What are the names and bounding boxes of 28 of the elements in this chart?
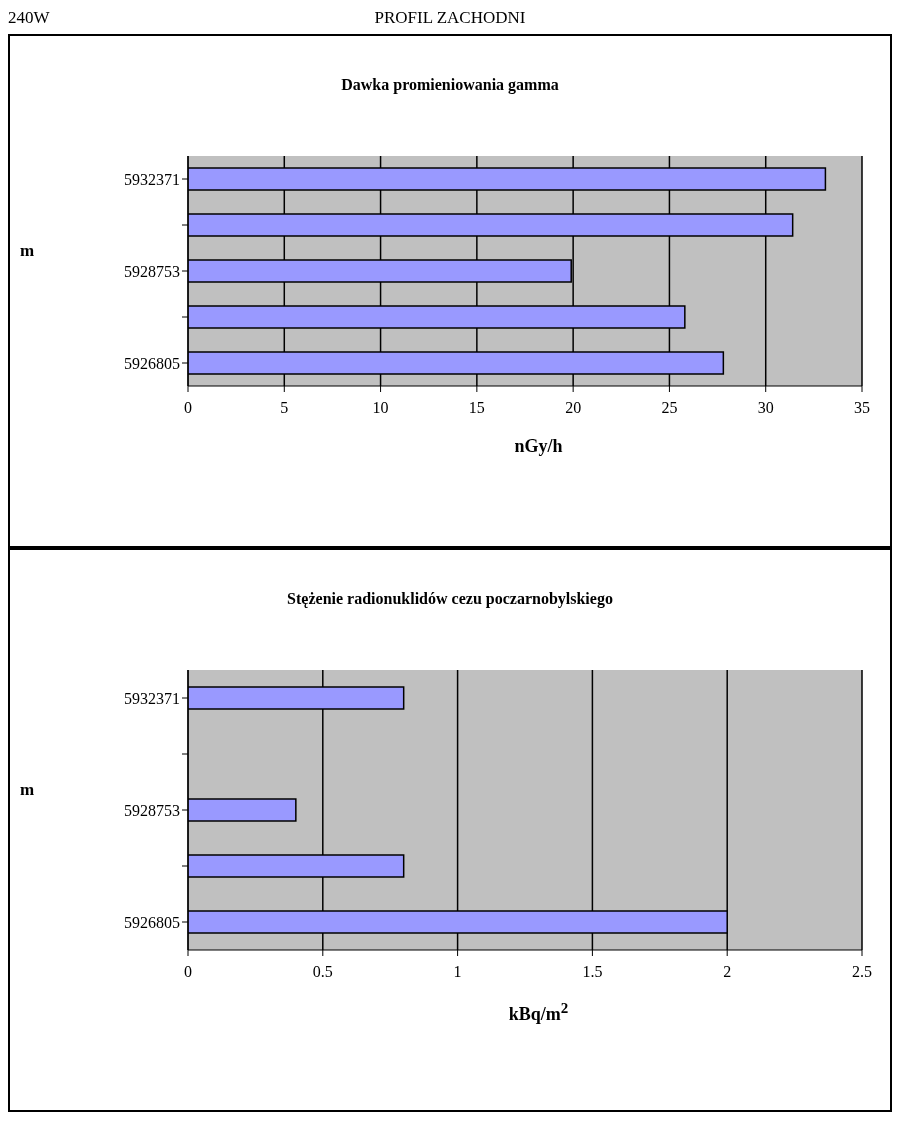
x-tick-label: 0 (184, 963, 192, 981)
x-tick-label: 10 (372, 399, 389, 417)
text: 240W (8, 8, 50, 28)
y-tick-label: 5928753 (124, 262, 180, 280)
y-tick-label: 5926805 (124, 913, 180, 931)
x-axis-title: kBq/m$^{2}$ (507, 1000, 570, 1025)
x-tick-label: 2.5 (852, 963, 872, 981)
text: PROFIL ZACHODNI (374, 8, 526, 27)
x-tick-label: 0 (184, 399, 192, 417)
x-tick-label: 25 (661, 399, 678, 417)
chart-title: Dawka promieniowania gamma (340, 76, 560, 94)
y-tick-label: 5932371 (124, 170, 180, 188)
x-tick-label: 2 (723, 963, 732, 981)
y-tick-label: 5932371 (124, 689, 180, 707)
x-tick-label: 30 (757, 399, 774, 417)
y-axis-title: m (20, 241, 35, 261)
x-tick-label: 15 (468, 399, 485, 417)
x-tick-label: 20 (565, 399, 582, 417)
x-tick-label: 1.5 (582, 963, 603, 981)
x-tick-label: 0.5 (312, 963, 333, 981)
chart-title: Stężenie radionuklidów cezu poczarnobylskiego (286, 590, 614, 608)
x-tick-label: 5 (280, 399, 289, 417)
x-tick-label: 1 (453, 963, 462, 981)
y-tick-label: 5928753 (124, 801, 180, 819)
y-tick-label: 5926805 (124, 354, 180, 372)
x-axis-title: nGy/h (513, 436, 564, 457)
x-tick-label: 35 (854, 399, 870, 417)
y-axis-title: m (20, 780, 35, 800)
